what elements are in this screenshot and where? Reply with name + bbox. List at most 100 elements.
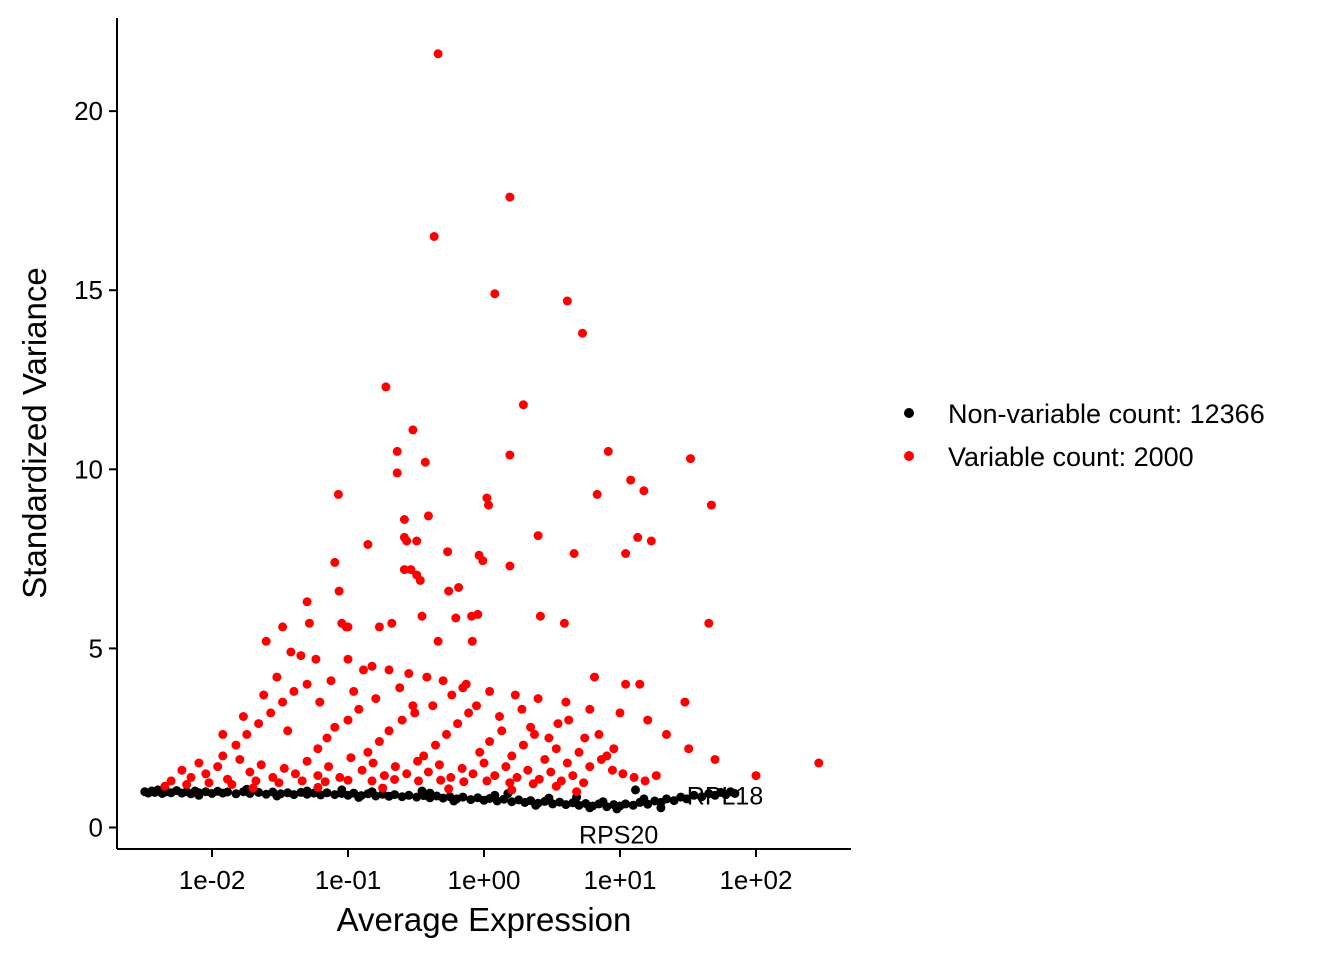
data-point [242, 729, 252, 739]
data-point [381, 382, 391, 392]
data-point [378, 783, 388, 793]
data-point [710, 755, 720, 764]
data-point [438, 793, 448, 803]
data-point [510, 690, 520, 700]
data-point [330, 557, 340, 567]
data-point [635, 679, 645, 689]
data-point [507, 785, 517, 795]
data-point [442, 729, 451, 739]
data-point [283, 726, 293, 736]
data-point [231, 740, 241, 750]
data-point [402, 536, 412, 546]
data-point [433, 49, 443, 59]
data-point [505, 778, 515, 788]
x-tick-label: 1e-02 [179, 865, 246, 895]
data-point [612, 804, 622, 814]
data-point [585, 803, 595, 813]
data-point [572, 787, 582, 797]
data-point [482, 493, 492, 503]
data-point [490, 289, 500, 299]
data-point [535, 611, 545, 621]
gene-label: RPS20 [579, 822, 658, 850]
data-point [289, 790, 299, 800]
data-point [479, 758, 489, 768]
data-point [324, 762, 334, 772]
data-point [357, 765, 367, 775]
data-point [523, 765, 533, 775]
data-point [531, 800, 541, 810]
data-point [501, 762, 511, 772]
data-point [553, 719, 563, 729]
data-point [390, 790, 400, 800]
data-point [363, 747, 373, 757]
data-point [629, 772, 639, 782]
data-point [533, 694, 543, 704]
data-point [245, 767, 255, 777]
data-point [390, 762, 400, 772]
data-point [534, 774, 544, 784]
data-point [343, 654, 353, 664]
y-axis-title: Standardized Variance [16, 267, 53, 598]
data-point [578, 328, 587, 338]
data-point [517, 704, 527, 714]
data-point [278, 622, 288, 632]
data-point [568, 771, 578, 781]
data-point [706, 500, 716, 510]
data-point [454, 583, 464, 592]
data-point [618, 769, 628, 779]
x-tick-label: 1e-01 [315, 865, 382, 895]
data-point [602, 751, 612, 761]
data-point [461, 679, 471, 689]
data-point [585, 704, 595, 714]
data-point [313, 771, 323, 781]
data-point [615, 708, 625, 718]
data-point [684, 744, 694, 754]
data-point [505, 192, 515, 202]
data-point [272, 672, 282, 682]
data-point [302, 756, 312, 766]
gene-label: RPL18 [687, 782, 763, 810]
data-point [505, 561, 515, 571]
legend-key [904, 408, 914, 418]
data-point [621, 679, 631, 689]
data-point [415, 575, 425, 585]
data-point [422, 672, 432, 682]
y-tick-label: 10 [74, 454, 103, 484]
y-ticks: 0 5 10 15 20 [74, 96, 117, 843]
data-point [444, 784, 454, 794]
data-point [166, 776, 176, 786]
data-point [408, 701, 418, 711]
data-point [495, 712, 504, 721]
data-point [371, 694, 381, 704]
data-point [458, 792, 468, 802]
data-point [436, 775, 446, 785]
data-point [160, 781, 170, 791]
data-point [302, 679, 312, 689]
data-point [268, 772, 278, 782]
data-point [254, 719, 264, 729]
data-point [490, 790, 500, 800]
data-point [449, 796, 459, 806]
data-point [544, 733, 554, 743]
data-point [697, 792, 707, 802]
data-point [201, 769, 211, 779]
data-point [417, 786, 427, 796]
data-point [428, 701, 438, 711]
data-point [512, 772, 522, 782]
data-point [507, 751, 517, 761]
data-point [528, 779, 538, 789]
points-layer [140, 49, 824, 814]
data-point [639, 486, 649, 496]
data-point [379, 771, 389, 781]
data-point [607, 765, 617, 775]
data-point [551, 781, 561, 791]
data-point [656, 803, 666, 813]
data-point [213, 762, 223, 772]
data-point [473, 609, 483, 619]
data-point [643, 715, 653, 725]
data-point [609, 744, 619, 754]
annotations-layer: RPL18 RPS20 [579, 782, 763, 849]
data-point [330, 790, 340, 800]
data-point [669, 796, 679, 806]
data-point [408, 425, 418, 435]
